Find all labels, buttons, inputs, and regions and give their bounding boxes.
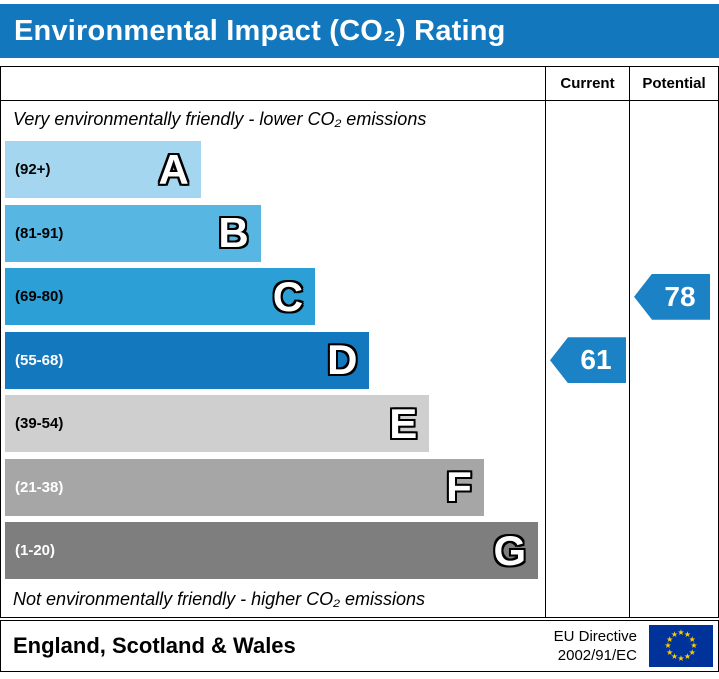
bands-column: Very environmentally friendly - lower CO… xyxy=(1,101,546,617)
eu-flag-star: ★ xyxy=(677,654,685,663)
eu-flag-star: ★ xyxy=(690,641,698,650)
eu-directive-label: EU Directive 2002/91/EC xyxy=(554,627,637,666)
band-bar-A: (92+) A xyxy=(5,141,201,199)
band-bar-G: (1-20) G xyxy=(5,522,539,580)
band-range-label: (21-38) xyxy=(15,478,64,496)
band-range-label: (81-91) xyxy=(15,224,64,242)
footer: England, Scotland & Wales EU Directive 2… xyxy=(0,620,719,672)
band-letter: C xyxy=(272,272,304,320)
current-column: 61 xyxy=(546,101,630,617)
band-bar-B: (81-91) B xyxy=(5,204,261,262)
current-rating-arrow: 61 xyxy=(550,337,626,384)
band-letter: F xyxy=(446,463,472,511)
band-bar-E: (39-54) E xyxy=(5,395,430,453)
eu-flag-star: ★ xyxy=(664,641,672,650)
band-row-D: (55-68) D xyxy=(1,329,545,393)
eu-directive-line2: 2002/91/EC xyxy=(557,647,637,664)
band-row-C: (69-80) C xyxy=(1,265,545,329)
eu-flag-star: ★ xyxy=(666,634,674,644)
band-bar-C: (69-80) C xyxy=(5,268,316,326)
eu-flag-star: ★ xyxy=(670,629,679,639)
potential-rating-arrow: 78 xyxy=(634,273,710,320)
potential-column: 78 xyxy=(630,101,718,617)
eu-flag-star: ★ xyxy=(688,634,696,644)
rating-chart: Current Potential Very environmentally f… xyxy=(0,66,719,618)
eu-flag-star: ★ xyxy=(666,647,674,657)
epc-environmental-impact-chart: Environmental Impact (CO₂) Rating Curren… xyxy=(0,4,719,679)
header-spacer xyxy=(1,67,546,101)
band-letter: A xyxy=(158,145,189,193)
band-range-label: (55-68) xyxy=(15,351,64,369)
eu-directive-line1: EU Directive xyxy=(553,627,637,645)
bottom-note: Not environmentally friendly - higher CO… xyxy=(13,589,426,610)
region-label: England, Scotland & Wales xyxy=(13,633,296,658)
band-range-label: (69-80) xyxy=(15,288,64,306)
band-letter: G xyxy=(493,526,527,574)
band-bar-F: (21-38) F xyxy=(5,458,484,516)
bands: (92+) A (81-91) B (69-80) C (55-68) D (39-54) E (2… xyxy=(1,138,545,583)
band-letter: B xyxy=(218,209,249,257)
eu-flag-star: ★ xyxy=(683,629,692,639)
eu-flag-star: ★ xyxy=(683,652,692,662)
title-bar: Environmental Impact (CO₂) Rating xyxy=(0,4,719,58)
band-letter: D xyxy=(327,336,358,384)
eu-flag-star: ★ xyxy=(677,628,685,637)
eu-flag-star: ★ xyxy=(670,652,679,662)
band-range-label: (39-54) xyxy=(15,415,64,433)
eu-flag-star: ★ xyxy=(688,647,696,657)
current-column-header: Current xyxy=(546,67,630,101)
band-letter: E xyxy=(389,399,418,447)
band-range-label: (1-20) xyxy=(15,542,56,560)
band-row-A: (92+) A xyxy=(1,138,545,202)
band-row-F: (21-38) F xyxy=(1,456,545,520)
band-bar-D: (55-68) D xyxy=(5,331,370,389)
band-range-label: (92+) xyxy=(15,161,51,179)
band-row-B: (81-91) B xyxy=(1,202,545,266)
potential-column-header: Potential xyxy=(630,67,718,101)
band-row-G: (1-20) G xyxy=(1,519,545,583)
band-row-E: (39-54) E xyxy=(1,392,545,456)
page-title: Environmental Impact (CO₂) Rating xyxy=(14,14,506,47)
top-note: Very environmentally friendly - lower CO… xyxy=(13,109,427,129)
eu-flag-icon: ★ ★ ★ ★ ★ ★ ★ ★ ★ ★ ★ ★ xyxy=(649,625,713,667)
